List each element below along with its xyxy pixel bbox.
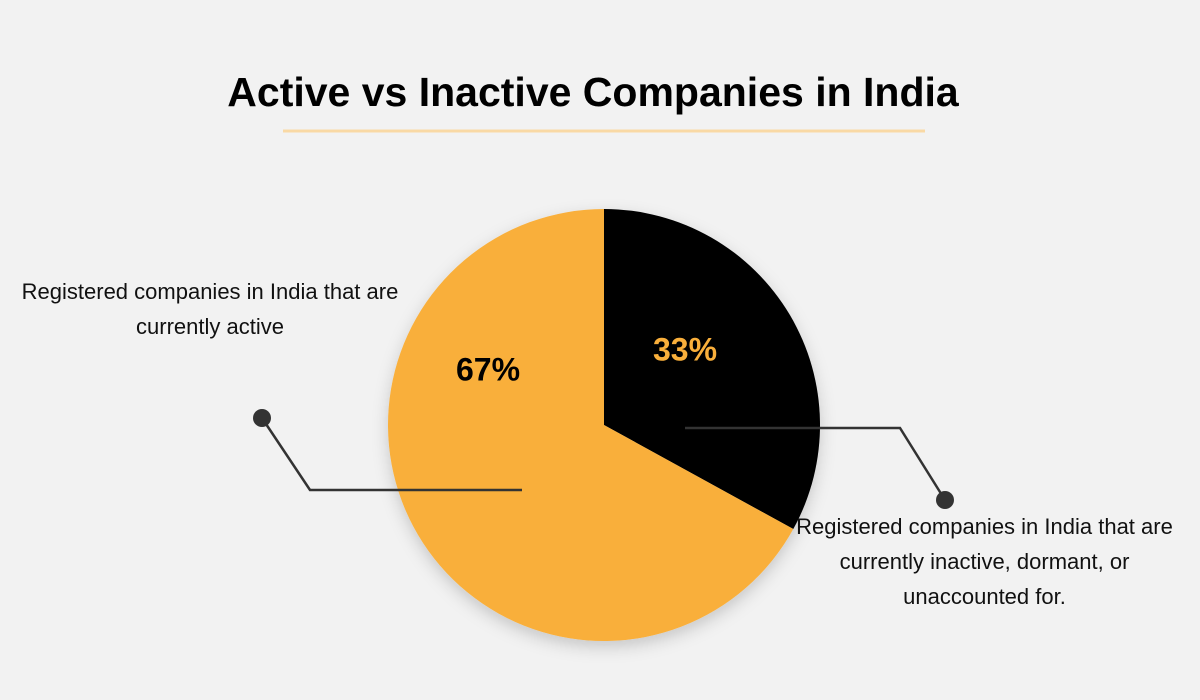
labels: 33% 67% [456,331,717,387]
chart-title: Active vs Inactive Companies in India [227,69,960,115]
connector-line [685,426,947,501]
connectors [260,417,947,501]
value-label: 67% [456,351,520,387]
annotation: Registered companies in India that are c… [21,279,399,339]
connector-dot [936,491,954,509]
pie [387,209,820,641]
pie-slice [387,209,794,641]
annotation: Registered companies in India that are c… [796,514,1173,609]
value-label: 33% [653,331,717,367]
pie-slice [604,209,820,530]
connector-line [260,417,522,492]
connector-dot [253,409,271,427]
